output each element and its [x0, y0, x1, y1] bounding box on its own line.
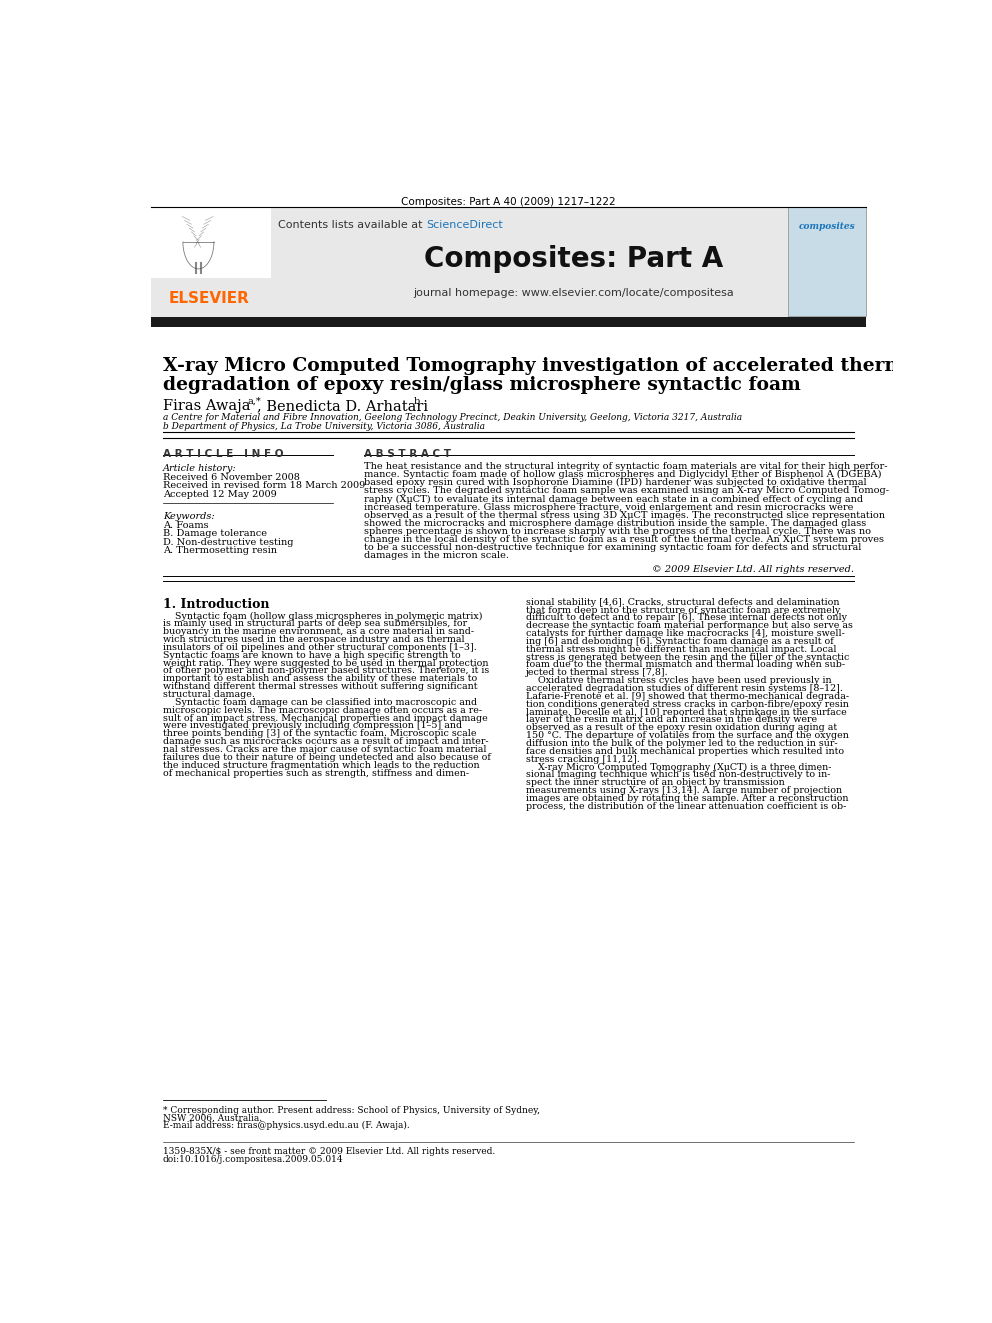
Text: b: b	[414, 397, 420, 406]
Text: D. Non-destructive testing: D. Non-destructive testing	[163, 537, 294, 546]
Text: doi:10.1016/j.compositesa.2009.05.014: doi:10.1016/j.compositesa.2009.05.014	[163, 1155, 343, 1164]
Text: nal stresses. Cracks are the major cause of syntactic foam material: nal stresses. Cracks are the major cause…	[163, 745, 486, 754]
Text: A B S T R A C T: A B S T R A C T	[364, 448, 451, 459]
Text: Received 6 November 2008: Received 6 November 2008	[163, 472, 300, 482]
Text: Composites: Part A: Composites: Part A	[424, 245, 723, 273]
Text: Syntactic foam (hollow glass microspheres in polymeric matrix): Syntactic foam (hollow glass microsphere…	[163, 611, 482, 620]
Text: Syntactic foams are known to have a high specific strength to: Syntactic foams are known to have a high…	[163, 651, 460, 660]
Text: * Corresponding author. Present address: School of Physics, University of Sydney: * Corresponding author. Present address:…	[163, 1106, 540, 1115]
Text: b Department of Physics, La Trobe University, Victoria 3086, Australia: b Department of Physics, La Trobe Univer…	[163, 422, 485, 431]
Text: three points bending [3] of the syntactic foam. Microscopic scale: three points bending [3] of the syntacti…	[163, 729, 476, 738]
Text: X-ray Micro Computed Tomography investigation of accelerated thermal: X-ray Micro Computed Tomography investig…	[163, 357, 924, 376]
Text: images are obtained by rotating the sample. After a reconstruction: images are obtained by rotating the samp…	[526, 794, 849, 803]
Text: change in the local density of the syntactic foam as a result of the thermal cyc: change in the local density of the synta…	[364, 534, 884, 544]
Text: thermal stress might be different than mechanical impact. Local: thermal stress might be different than m…	[526, 644, 836, 654]
Text: ELSEVIER: ELSEVIER	[169, 291, 250, 306]
Text: failures due to their nature of being undetected and also because of: failures due to their nature of being un…	[163, 753, 491, 762]
Text: the induced structure fragmentation which leads to the reduction: the induced structure fragmentation whic…	[163, 761, 479, 770]
Text: 1. Introduction: 1. Introduction	[163, 598, 269, 611]
Text: journal homepage: www.elsevier.com/locate/compositesa: journal homepage: www.elsevier.com/locat…	[413, 288, 734, 298]
Text: A. Thermosetting resin: A. Thermosetting resin	[163, 546, 277, 556]
Text: foam due to the thermal mismatch and thermal loading when sub-: foam due to the thermal mismatch and the…	[526, 660, 845, 669]
Text: stress cracking [11,12].: stress cracking [11,12].	[526, 754, 640, 763]
Text: Oxidative thermal stress cycles have been used previously in: Oxidative thermal stress cycles have bee…	[526, 676, 832, 685]
Bar	[789, 208, 866, 316]
Text: laminate. Decelle et al. [10] reported that shrinkage in the surface: laminate. Decelle et al. [10] reported t…	[526, 708, 847, 717]
Text: layer of the resin matrix and an increase in the density were: layer of the resin matrix and an increas…	[526, 716, 817, 725]
Text: that form deep into the structure of syntactic foam are extremely: that form deep into the structure of syn…	[526, 606, 840, 614]
Text: difficult to detect and to repair [6]. These internal defects not only: difficult to detect and to repair [6]. T…	[526, 614, 847, 622]
Text: Lafarie-Frenote et al. [9] showed that thermo-mechanical degrada-: Lafarie-Frenote et al. [9] showed that t…	[526, 692, 849, 701]
Text: 1359-835X/$ - see front matter © 2009 Elsevier Ltd. All rights reserved.: 1359-835X/$ - see front matter © 2009 El…	[163, 1147, 495, 1156]
Bar	[151, 316, 866, 327]
Text: of mechanical properties such as strength, stiffness and dimen-: of mechanical properties such as strengt…	[163, 769, 469, 778]
Text: microscopic levels. The macroscopic damage often occurs as a re-: microscopic levels. The macroscopic dama…	[163, 705, 482, 714]
Bar	[151, 208, 866, 316]
Text: damages in the micron scale.: damages in the micron scale.	[364, 552, 509, 560]
Text: weight ratio. They were suggested to be used in thermal protection: weight ratio. They were suggested to be …	[163, 659, 488, 668]
Text: Syntactic foam damage can be classified into macroscopic and: Syntactic foam damage can be classified …	[163, 699, 477, 706]
Text: increased temperature. Glass microsphere fracture, void enlargement and resin mi: increased temperature. Glass microsphere…	[364, 503, 854, 512]
Text: © 2009 Elsevier Ltd. All rights reserved.: © 2009 Elsevier Ltd. All rights reserved…	[652, 565, 854, 574]
Text: damage such as microcracks occurs as a result of impact and inter-: damage such as microcracks occurs as a r…	[163, 737, 488, 746]
Text: sional imaging technique which is used non-destructively to in-: sional imaging technique which is used n…	[526, 770, 830, 779]
Text: observed as a result of the thermal stress using 3D XμCT images. The reconstruct: observed as a result of the thermal stre…	[364, 511, 885, 520]
Text: Contents lists available at: Contents lists available at	[278, 221, 427, 230]
Text: important to establish and assess the ability of these materials to: important to establish and assess the ab…	[163, 675, 477, 684]
Text: were investigated previously including compression [1–5] and: were investigated previously including c…	[163, 721, 462, 730]
Text: of other polymer and non-polymer based structures. Therefore, it is: of other polymer and non-polymer based s…	[163, 667, 489, 676]
Text: stress cycles. The degraded syntactic foam sample was examined using an X-ray Mi: stress cycles. The degraded syntactic fo…	[364, 487, 889, 495]
Text: NSW 2006, Australia.: NSW 2006, Australia.	[163, 1114, 262, 1122]
Text: jected to thermal stress [7,8].: jected to thermal stress [7,8].	[526, 668, 669, 677]
Text: withstand different thermal stresses without suffering significant: withstand different thermal stresses wit…	[163, 683, 477, 691]
Text: a,*: a,*	[248, 397, 262, 406]
Text: mance. Syntactic foam made of hollow glass microspheres and Diglycidyl Ether of : mance. Syntactic foam made of hollow gla…	[364, 470, 882, 479]
Text: , Benedicta D. Arhatari: , Benedicta D. Arhatari	[257, 400, 428, 413]
Text: Received in revised form 18 March 2009: Received in revised form 18 March 2009	[163, 482, 365, 491]
Text: Composites: Part A 40 (2009) 1217–1222: Composites: Part A 40 (2009) 1217–1222	[401, 197, 616, 208]
Text: tion conditions generated stress cracks in carbon-fibre/epoxy resin: tion conditions generated stress cracks …	[526, 700, 849, 709]
Text: B. Damage tolerance: B. Damage tolerance	[163, 529, 267, 538]
Text: The heat resistance and the structural integrity of syntactic foam materials are: The heat resistance and the structural i…	[364, 462, 888, 471]
Text: a Centre for Material and Fibre Innovation, Geelong Technology Precinct, Deakin : a Centre for Material and Fibre Innovati…	[163, 413, 742, 422]
Text: Article history:: Article history:	[163, 463, 236, 472]
Text: diffusion into the bulk of the polymer led to the reduction in sur-: diffusion into the bulk of the polymer l…	[526, 740, 838, 747]
Text: A. Foams: A. Foams	[163, 521, 208, 529]
Text: sional stability [4,6]. Cracks, structural defects and delamination: sional stability [4,6]. Cracks, structur…	[526, 598, 839, 607]
Text: accelerated degradation studies of different resin systems [8–12].: accelerated degradation studies of diffe…	[526, 684, 843, 693]
Text: process, the distribution of the linear attenuation coefficient is ob-: process, the distribution of the linear …	[526, 802, 846, 811]
Text: Accepted 12 May 2009: Accepted 12 May 2009	[163, 490, 277, 499]
Text: measurements using X-rays [13,14]. A large number of projection: measurements using X-rays [13,14]. A lar…	[526, 786, 842, 795]
Text: composites: composites	[799, 222, 855, 232]
Text: A R T I C L E   I N F O: A R T I C L E I N F O	[163, 448, 284, 459]
Text: spheres percentage is shown to increase sharply with the progress of the thermal: spheres percentage is shown to increase …	[364, 527, 871, 536]
Text: X-ray Micro Computed Tomography (XμCT) is a three dimen-: X-ray Micro Computed Tomography (XμCT) i…	[526, 762, 831, 771]
Text: is mainly used in structural parts of deep sea submersibles, for: is mainly used in structural parts of de…	[163, 619, 467, 628]
Text: observed as a result of the epoxy resin oxidation during aging at: observed as a result of the epoxy resin …	[526, 724, 837, 733]
Text: spect the inner structure of an object by transmission: spect the inner structure of an object b…	[526, 778, 785, 787]
Text: ScienceDirect: ScienceDirect	[427, 221, 503, 230]
Text: ing [6] and debonding [6]. Syntactic foam damage as a result of: ing [6] and debonding [6]. Syntactic foa…	[526, 636, 834, 646]
Text: to be a successful non-destructive technique for examining syntactic foam for de: to be a successful non-destructive techn…	[364, 542, 862, 552]
Text: 150 °C. The departure of volatiles from the surface and the oxygen: 150 °C. The departure of volatiles from …	[526, 732, 849, 740]
Text: insulators of oil pipelines and other structural components [1–3].: insulators of oil pipelines and other st…	[163, 643, 476, 652]
Text: stress is generated between the resin and the filler of the syntactic: stress is generated between the resin an…	[526, 652, 849, 662]
Text: buoyancy in the marine environment, as a core material in sand-: buoyancy in the marine environment, as a…	[163, 627, 474, 636]
Text: raphy (XμCT) to evaluate its internal damage between each state in a combined ef: raphy (XμCT) to evaluate its internal da…	[364, 495, 863, 504]
Text: based epoxy resin cured with Isophorone Diamine (IPD) hardener was subjected to : based epoxy resin cured with Isophorone …	[364, 479, 867, 487]
Text: wich structures used in the aerospace industry and as thermal: wich structures used in the aerospace in…	[163, 635, 464, 644]
Text: sult of an impact stress. Mechanical properties and impact damage: sult of an impact stress. Mechanical pro…	[163, 713, 487, 722]
Text: degradation of epoxy resin/glass microsphere syntactic foam: degradation of epoxy resin/glass microsp…	[163, 376, 801, 394]
Text: Keywords:: Keywords:	[163, 512, 214, 521]
Text: structural damage.: structural damage.	[163, 691, 255, 699]
Text: face densities and bulk mechanical properties which resulted into: face densities and bulk mechanical prope…	[526, 747, 844, 755]
Bar	[151, 208, 271, 278]
Text: Firas Awaja: Firas Awaja	[163, 400, 250, 413]
Text: E-mail address: firas@physics.usyd.edu.au (F. Awaja).: E-mail address: firas@physics.usyd.edu.a…	[163, 1122, 410, 1130]
Text: catalysts for further damage like macrocracks [4], moisture swell-: catalysts for further damage like macroc…	[526, 628, 845, 638]
Text: showed the microcracks and microsphere damage distribution inside the sample. Th: showed the microcracks and microsphere d…	[364, 519, 866, 528]
Text: decrease the syntactic foam material performance but also serve as: decrease the syntactic foam material per…	[526, 622, 853, 630]
